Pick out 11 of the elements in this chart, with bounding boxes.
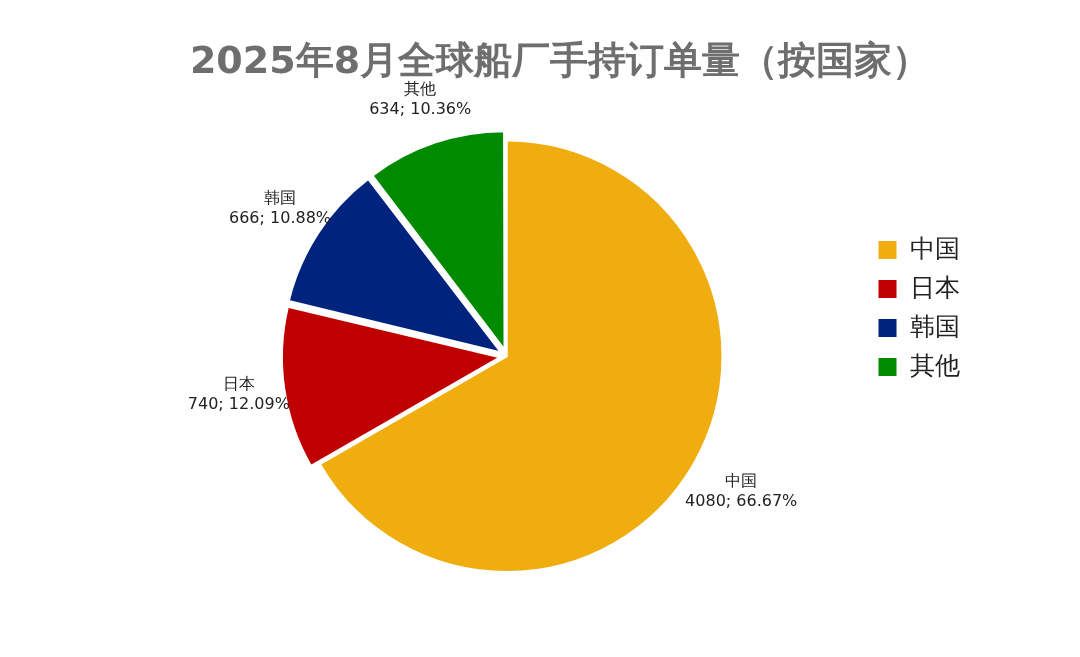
data-label: 666; 10.88%	[229, 207, 332, 227]
legend-label: 韩国	[910, 311, 960, 341]
slice-label: 日本	[222, 374, 255, 394]
legend-label: 其他	[910, 350, 960, 380]
slice-label: 韩国	[264, 187, 297, 207]
data-label: 4080; 66.67%	[685, 490, 798, 510]
legend-label: 日本	[910, 272, 960, 302]
data-label: 634; 10.36%	[369, 98, 472, 118]
legend-label: 中国	[910, 233, 960, 263]
data-label: 740; 12.09%	[187, 394, 290, 414]
slice-label: 中国	[725, 470, 758, 490]
